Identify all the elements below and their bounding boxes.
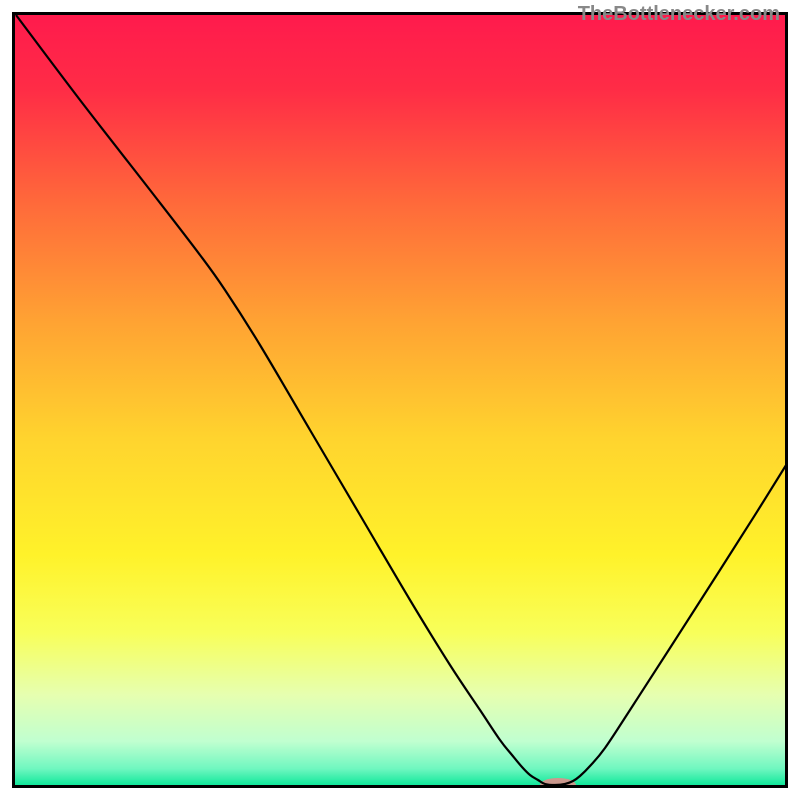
plot-border xyxy=(14,14,787,787)
curve-layer xyxy=(12,12,788,788)
plot-area xyxy=(12,12,788,788)
bottleneck-chart: TheBottlenecker.com xyxy=(0,0,800,800)
watermark-text: TheBottlenecker.com xyxy=(578,3,780,26)
bottleneck-curve xyxy=(16,15,788,785)
